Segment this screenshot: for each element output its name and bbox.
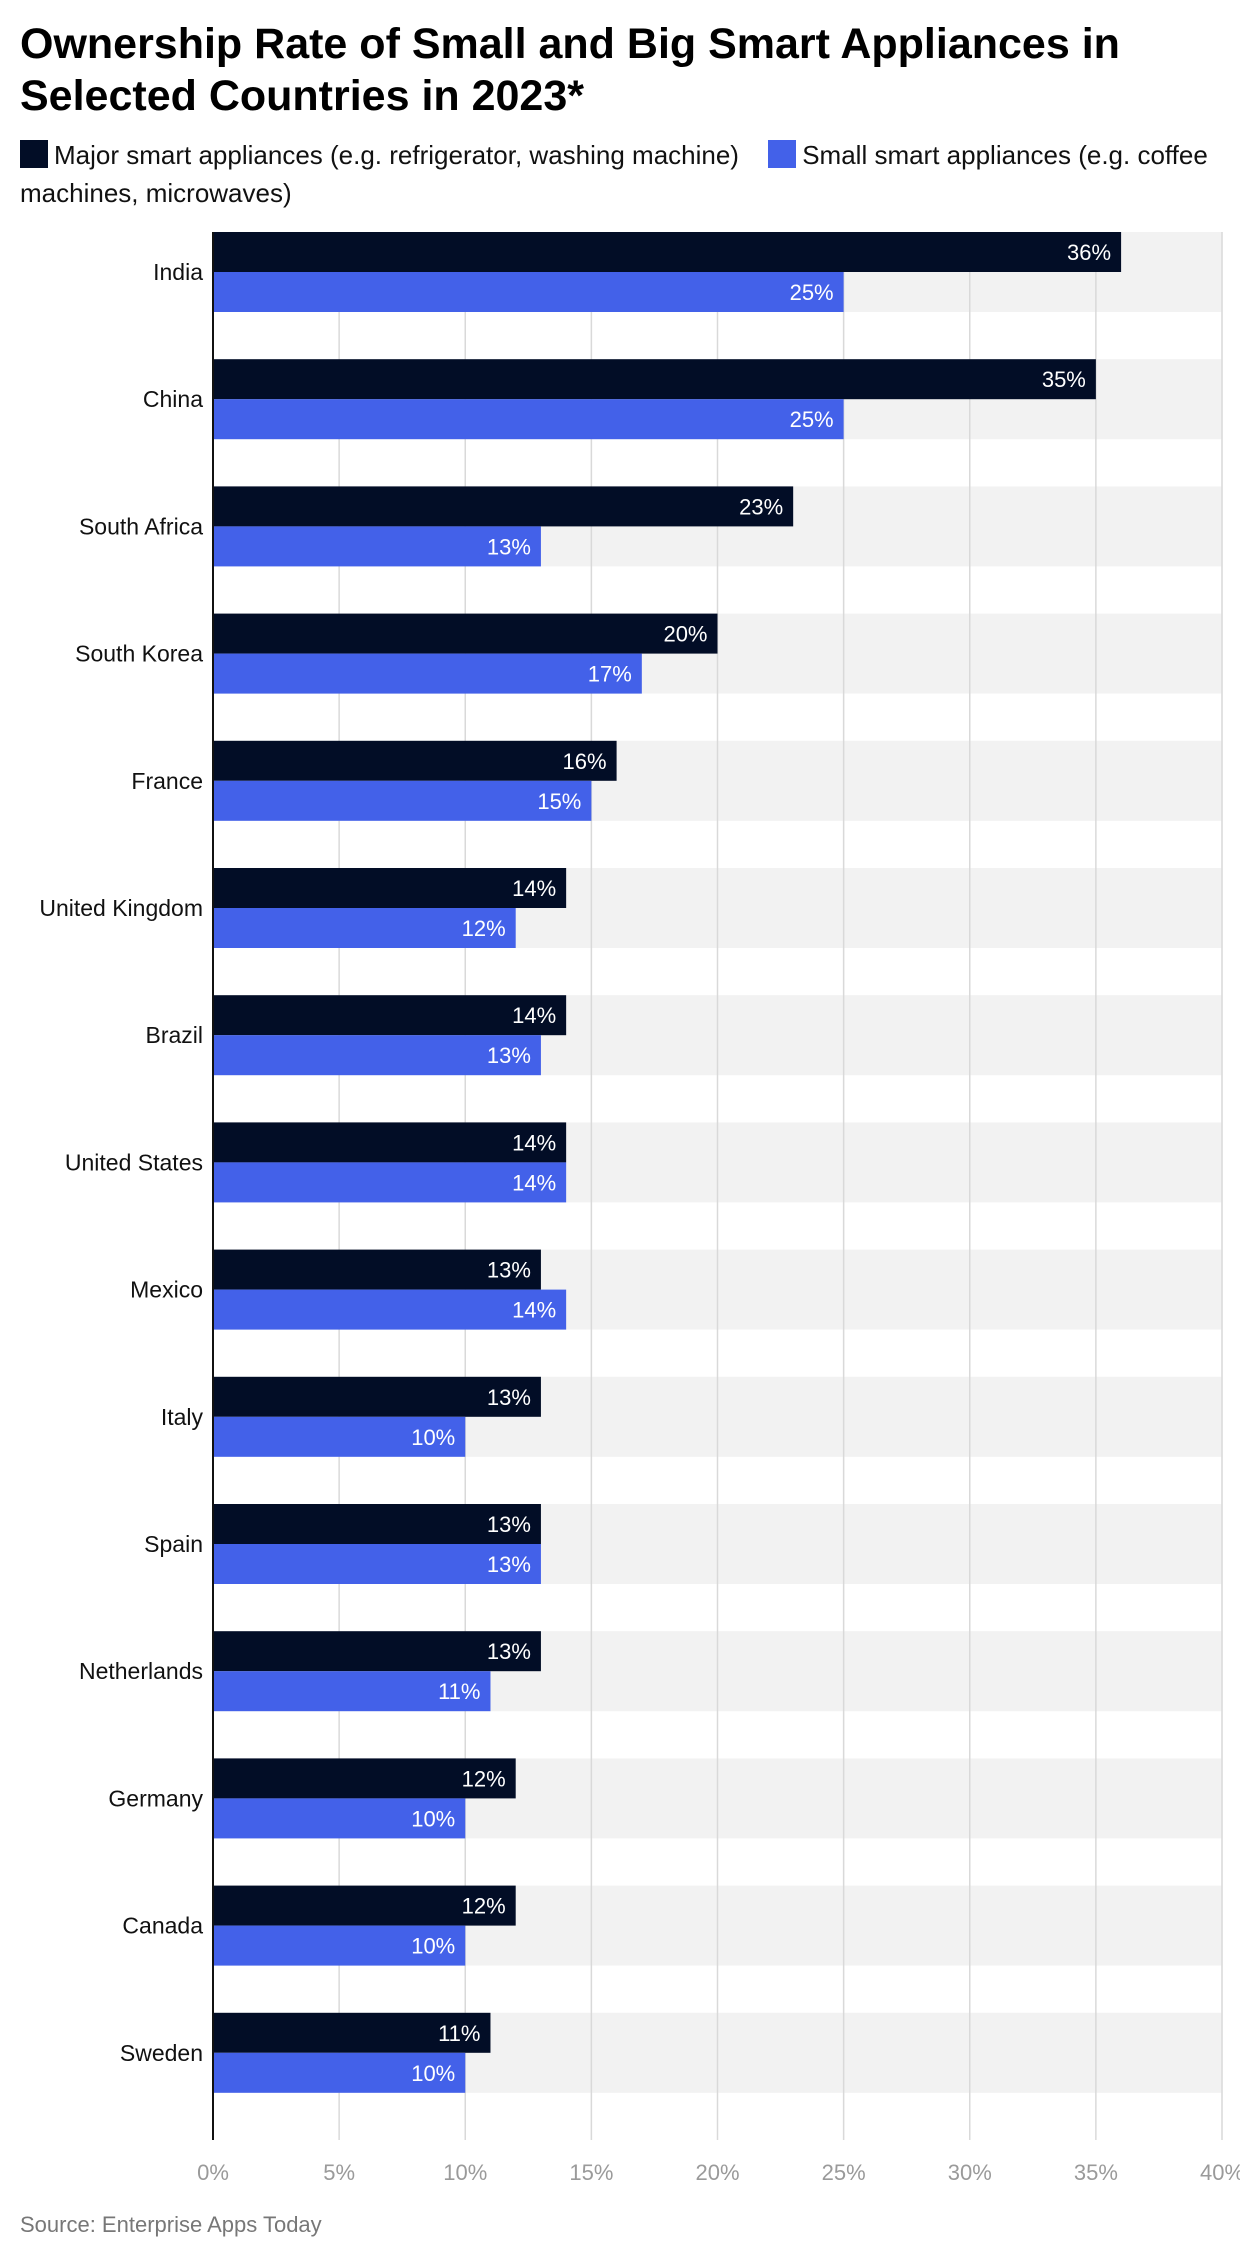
- category-label: France: [131, 768, 203, 794]
- x-tick-label: 30%: [948, 2160, 992, 2185]
- data-label: 10%: [411, 1806, 455, 1831]
- bar-small: [213, 2052, 466, 2093]
- data-label: 25%: [790, 280, 834, 305]
- category-label: Spain: [144, 1531, 203, 1557]
- legend-item-major: Major smart appliances (e.g. refrigerato…: [20, 140, 739, 170]
- data-label: 16%: [563, 749, 607, 774]
- legend-swatch-major: [20, 140, 48, 168]
- bar-major: [213, 1885, 516, 1926]
- data-label: 10%: [411, 1934, 455, 1959]
- x-tick-label: 15%: [569, 2160, 613, 2185]
- legend-label-major: Major smart appliances (e.g. refrigerato…: [54, 140, 739, 170]
- x-tick-label: 35%: [1074, 2160, 1118, 2185]
- bar-major: [213, 1249, 541, 1290]
- data-label: 13%: [487, 1385, 531, 1410]
- data-label: 12%: [462, 1894, 506, 1919]
- category-label: Germany: [108, 1785, 203, 1811]
- data-label: 11%: [438, 2021, 480, 2046]
- category-label: Canada: [122, 1913, 203, 1939]
- bar-small: [213, 1798, 466, 1839]
- data-label: 14%: [512, 1130, 556, 1155]
- category-label: United States: [65, 1149, 203, 1175]
- category-label: South Africa: [79, 513, 203, 539]
- data-label: 14%: [512, 1003, 556, 1028]
- bar-small: [213, 1416, 466, 1457]
- bar-small: [213, 1162, 567, 1203]
- data-label: 13%: [487, 1258, 531, 1283]
- data-label: 36%: [1067, 240, 1111, 265]
- bar-major: [213, 1122, 567, 1163]
- legend-swatch-small: [768, 140, 797, 168]
- bar-major: [213, 1376, 541, 1417]
- bar-major: [213, 2012, 491, 2053]
- data-label: 13%: [487, 1043, 531, 1068]
- data-label: 10%: [411, 2061, 455, 2086]
- bar-major: [213, 359, 1096, 400]
- bar-small: [213, 1289, 567, 1330]
- category-label: South Korea: [75, 641, 203, 667]
- data-label: 14%: [512, 1298, 556, 1323]
- legend-item-small: Small smart appliances (e.g. coffee mach…: [20, 140, 1208, 208]
- data-label: 10%: [411, 1425, 455, 1450]
- data-label: 35%: [1042, 367, 1086, 392]
- data-label: 11%: [438, 1679, 480, 1704]
- data-label: 15%: [537, 789, 581, 814]
- legend-label-small: Small smart appliances (e.g. coffee mach…: [20, 140, 1208, 208]
- bar-small: [213, 399, 844, 440]
- x-tick-label: 10%: [443, 2160, 487, 2185]
- category-label: Sweden: [120, 2040, 203, 2066]
- category-label: Italy: [161, 1404, 204, 1430]
- x-tick-label: 5%: [323, 2160, 355, 2185]
- bar-major: [213, 232, 1122, 272]
- category-label: Netherlands: [79, 1658, 203, 1684]
- category-label: China: [143, 386, 203, 412]
- category-label: India: [153, 259, 203, 285]
- source-note: Source: Enterprise Apps Today: [20, 2212, 322, 2237]
- data-label: 17%: [588, 662, 632, 687]
- data-label: 14%: [512, 876, 556, 901]
- bar-small: [213, 653, 642, 694]
- chart-legend: Major smart appliances (e.g. refrigerato…: [20, 136, 1220, 212]
- bar-major: [213, 995, 567, 1036]
- bar-major: [213, 613, 718, 654]
- bar-small: [213, 1925, 466, 1966]
- x-tick-label: 40%: [1200, 2160, 1240, 2185]
- bar-small: [213, 908, 516, 948]
- data-label: 14%: [512, 1170, 556, 1195]
- data-label: 23%: [739, 494, 783, 519]
- bar-major: [213, 868, 567, 908]
- category-label: Brazil: [145, 1022, 203, 1048]
- bar-major: [213, 1758, 516, 1799]
- data-label: 13%: [487, 534, 531, 559]
- bar-small: [213, 1544, 541, 1584]
- chart-title: Ownership Rate of Small and Big Smart Ap…: [20, 20, 1120, 120]
- bar-small: [213, 526, 541, 567]
- bar-major: [213, 1631, 541, 1672]
- bar-small: [213, 1671, 491, 1712]
- data-label: 20%: [663, 622, 707, 647]
- data-label: 13%: [487, 1512, 531, 1537]
- bar-major: [213, 740, 617, 781]
- data-label: 12%: [462, 916, 506, 941]
- bar-major: [213, 486, 794, 527]
- bar-small: [213, 272, 844, 312]
- data-label: 12%: [462, 1766, 506, 1791]
- category-label: United Kingdom: [39, 895, 203, 921]
- bar-major: [213, 1504, 541, 1544]
- x-tick-label: 20%: [695, 2160, 739, 2185]
- bar-small: [213, 1035, 541, 1076]
- x-tick-label: 0%: [197, 2160, 229, 2185]
- x-tick-label: 25%: [822, 2160, 866, 2185]
- bar-small: [213, 780, 592, 821]
- data-label: 13%: [487, 1552, 531, 1577]
- category-label: Mexico: [130, 1277, 203, 1303]
- data-label: 13%: [487, 1639, 531, 1664]
- data-label: 25%: [790, 407, 834, 432]
